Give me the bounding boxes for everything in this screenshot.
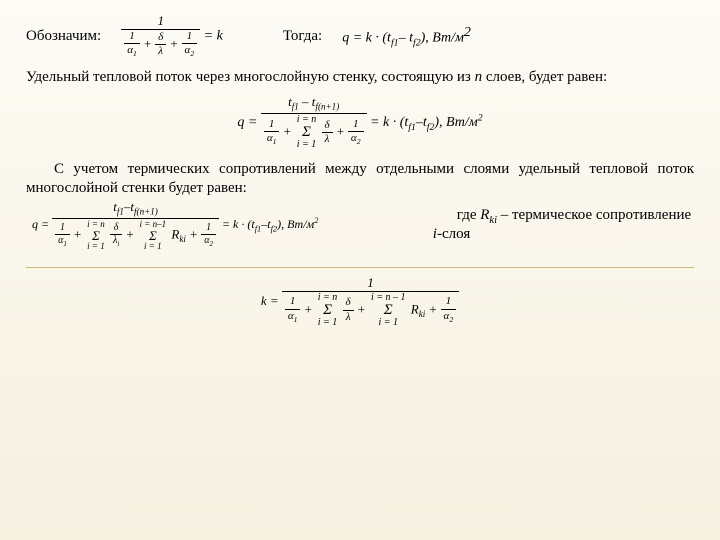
label-then: Тогда: (283, 28, 322, 45)
eq-k-def: 1 1α1 + δλ + 1α2 = k (121, 14, 223, 58)
divider (26, 267, 694, 268)
eq1-eqk: = k (204, 28, 223, 43)
eq-q-simple: q = k · (tf1– tf2), Вт/м2 (342, 25, 471, 48)
eq-k-full: k = 1 1α1 + i = nΣi = 1 δλ + i = n – 1Σi… (26, 276, 694, 328)
para-with-resistance: С учетом термических сопротивлений между… (26, 160, 694, 198)
para-Rk-def: где Rki – термическое сопротивление i-сл… (433, 207, 694, 243)
page: Обозначим: 1 1α1 + δλ + 1α2 = k Тогда: q… (0, 0, 720, 328)
eq1-num: 1 (121, 14, 200, 28)
label-denote: Обозначим: (26, 28, 101, 45)
para-multilayer: Удельный тепловой поток через многослойн… (26, 68, 694, 87)
eq1-den: 1α1 + δλ + 1α2 (121, 31, 200, 59)
eq-q-with-R: q = tf1–tf(n+1) 1α1 + i = nΣi = 1 δλi + … (32, 217, 318, 231)
eq-q-nlayer: q = tf1 – tf(n+1) 1α1 + i = nΣi = 1 δλ +… (26, 95, 694, 150)
row-eq4: q = tf1–tf(n+1) 1α1 + i = nΣi = 1 δλi + … (26, 200, 694, 251)
row-notation: Обозначим: 1 1α1 + δλ + 1α2 = k Тогда: q… (26, 14, 694, 58)
